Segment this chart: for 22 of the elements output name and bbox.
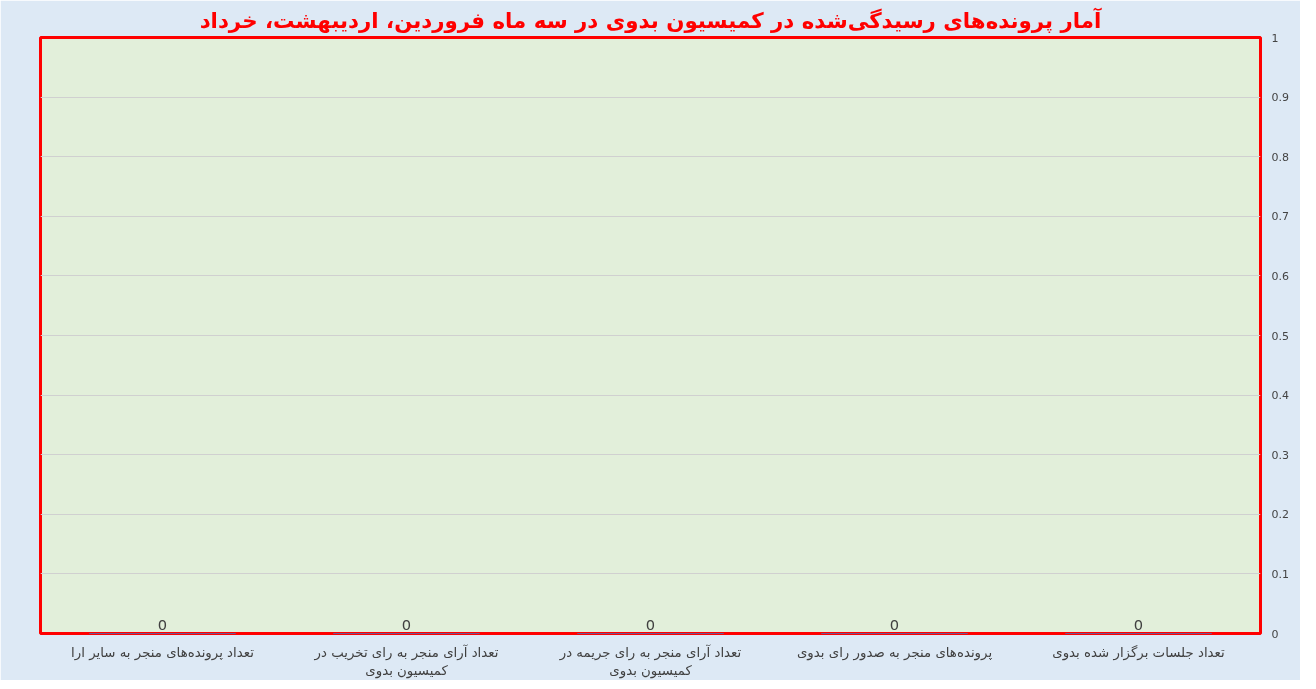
x-tick-label: تعداد جلسات برگزار شده بدوی [1052, 644, 1226, 661]
x-tick-label: پرونده‌های منجر به صدور رای بدوی [796, 644, 993, 661]
y-tick-label: 0.4 [1271, 389, 1289, 403]
y-tick-label: 1 [1271, 31, 1279, 45]
y-tick-label: 0.9 [1271, 91, 1289, 105]
y-tick-label: 0.3 [1271, 448, 1289, 462]
y-tick-label: 0 [1271, 627, 1279, 641]
y-tick-label: 0.2 [1271, 508, 1289, 522]
data-label: 0 [645, 615, 656, 633]
y-tick-label: 0.7 [1271, 210, 1289, 224]
chart-title: آمار پرونده‌های رسیدگی‌شده در کمیسیون بدوی در سه ماه فروردین، اردیبهشت، خرداد [199, 6, 1103, 33]
y-tick-label: 0.1 [1271, 567, 1289, 581]
data-label: 0 [889, 615, 900, 633]
data-label: 0 [157, 615, 168, 633]
y-tick-label: 0.6 [1271, 269, 1289, 283]
y-tick-label: 0.8 [1271, 150, 1289, 164]
x-tick-label: تعداد آرای منجر به رای تخریب در کمیسیون بدوی [313, 643, 499, 679]
x-tick-label: تعداد آرای منجر به رای جریمه در کمیسیون بدوی [558, 643, 742, 679]
data-label: 0 [401, 615, 412, 633]
x-tick-label: تعداد پرونده‌های منجر به سایر ارا [71, 644, 255, 661]
data-label: 0 [1133, 615, 1144, 633]
y-tick-label: 0.5 [1271, 329, 1289, 343]
